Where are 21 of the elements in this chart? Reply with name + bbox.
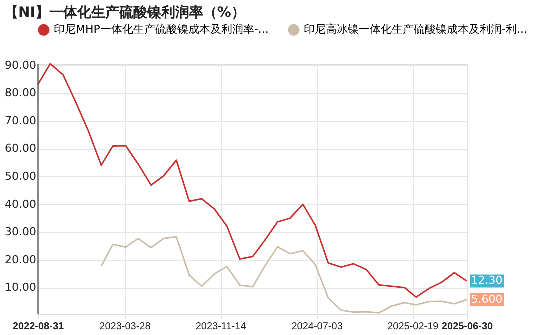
y-tick-label: 70.00 <box>5 114 36 128</box>
legend-label: 印尼高冰镍一体化生产硫酸镍成本及利润-利... <box>304 23 528 36</box>
x-tick-label: 2025-02-19 <box>388 322 440 332</box>
y-tick-label: 90.00 <box>5 58 36 72</box>
data-label: 12.30 <box>471 274 503 288</box>
y-tick-label: 60.00 <box>5 142 36 156</box>
x-tick-label: 2023-11-14 <box>196 322 247 332</box>
y-tick-label: 20.00 <box>5 253 36 266</box>
x-tick-label: 2024-07-03 <box>292 322 344 332</box>
y-tick-label: 30.00 <box>5 226 36 239</box>
y-tick-label: 50.00 <box>5 170 36 183</box>
y-tick-label: 10.00 <box>5 281 36 294</box>
x-tick-label: 2023-03-28 <box>100 322 152 332</box>
x-tick-label: 2022-08-31 <box>12 322 65 332</box>
line-series <box>100 236 468 314</box>
y-tick-label: 80.00 <box>5 86 36 100</box>
data-label: 5.600 <box>471 292 503 306</box>
y-tick-label: 40.00 <box>5 198 36 211</box>
legend-label: 印尼MHP一体化生产硫酸镍成本及利润率-... <box>54 23 269 36</box>
x-tick-label: 2025-06-30 <box>442 322 494 332</box>
chart-title: 【NI】一体化生产硫酸镍利润率（%） <box>4 4 246 21</box>
